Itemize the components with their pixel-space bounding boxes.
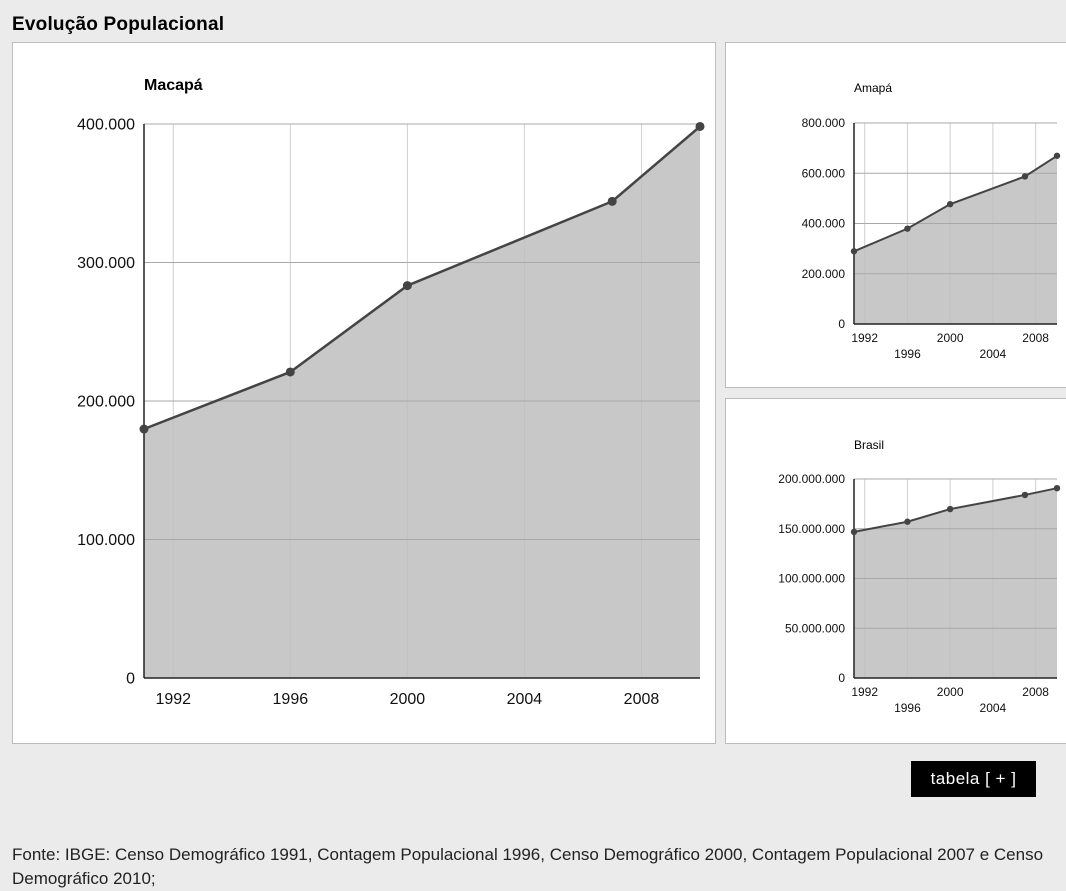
data-point xyxy=(946,200,954,208)
chart-panel-brasil: 0 50.000.000 100.000.000 150.000.000 200.000… xyxy=(725,398,1066,744)
y-tick-label: 0 xyxy=(838,671,845,685)
y-tick-label: 300.000 xyxy=(77,255,135,272)
data-point xyxy=(1021,491,1029,499)
x-tick-label: 1996 xyxy=(894,347,921,361)
x-tick-label: 2008 xyxy=(624,691,660,708)
chart-title: Amapá xyxy=(854,81,892,95)
x-tick-label: 2008 xyxy=(1022,331,1049,345)
series-area xyxy=(854,155,1057,324)
series-area xyxy=(854,488,1057,678)
x-tick-label: 2000 xyxy=(937,685,964,699)
x-tick-label: 1992 xyxy=(851,685,878,699)
data-point xyxy=(1053,152,1061,159)
data-point xyxy=(946,505,954,513)
data-point xyxy=(850,528,858,536)
page-title: Evolução Populacional xyxy=(12,14,225,35)
data-point xyxy=(1053,484,1061,492)
y-tick-label: 400.000 xyxy=(802,217,846,231)
y-tick-label: 150.000.000 xyxy=(778,522,845,536)
y-tick-label: 100.000 xyxy=(77,532,135,549)
x-tick-label: 2004 xyxy=(980,347,1007,361)
x-tick-label: 2000 xyxy=(390,691,426,708)
y-tick-label: 0 xyxy=(838,317,845,331)
chart-amapa: 0 200.000 400.000 600.000 800.000 1992 1996 200… xyxy=(802,81,1061,361)
x-tick-label: 1996 xyxy=(273,691,309,708)
y-tick-label: 200.000.000 xyxy=(778,472,845,486)
chart-panel-amapa: 0 200.000 400.000 600.000 800.000 1992 1996 200… xyxy=(725,42,1066,388)
x-tick-label: 1992 xyxy=(851,331,878,345)
y-tick-label: 800.000 xyxy=(802,116,846,130)
x-tick-label: 2000 xyxy=(937,331,964,345)
y-tick-label: 100.000.000 xyxy=(778,572,845,586)
chart-title: Brasil xyxy=(854,438,884,452)
chart-title: Macapá xyxy=(144,77,203,94)
data-point xyxy=(850,248,858,255)
data-point xyxy=(1021,173,1029,180)
data-point xyxy=(904,225,911,232)
series-area xyxy=(144,126,700,679)
y-tick-label: 0 xyxy=(126,671,135,688)
data-point xyxy=(402,281,412,291)
data-point xyxy=(607,196,617,206)
x-tick-label: 1996 xyxy=(894,701,921,715)
y-tick-label: 200.000 xyxy=(77,394,135,411)
x-tick-label: 2004 xyxy=(507,691,543,708)
data-point xyxy=(139,424,149,434)
y-tick-label: 50.000.000 xyxy=(785,621,845,635)
x-tick-label: 2008 xyxy=(1022,685,1049,699)
table-toggle-button[interactable]: tabela [ + ] xyxy=(911,761,1036,797)
x-tick-label: 1992 xyxy=(155,691,191,708)
y-tick-label: 200.000 xyxy=(802,267,846,281)
data-point xyxy=(695,121,705,131)
x-tick-label: 2004 xyxy=(980,701,1007,715)
chart-panel-macapa: 0 100.000 200.000 300.000 400.000 1992 1996 200… xyxy=(12,42,716,744)
data-point xyxy=(285,367,295,377)
y-tick-label: 400.000 xyxy=(77,117,135,134)
chart-brasil: 0 50.000.000 100.000.000 150.000.000 200.000… xyxy=(778,438,1061,715)
data-point xyxy=(904,518,911,525)
y-tick-label: 600.000 xyxy=(802,166,846,180)
source-note: Fonte: IBGE: Censo Demográfico 1991, Con… xyxy=(12,845,1044,888)
chart-macapa: 0 100.000 200.000 300.000 400.000 1992 1996 200… xyxy=(77,77,705,708)
